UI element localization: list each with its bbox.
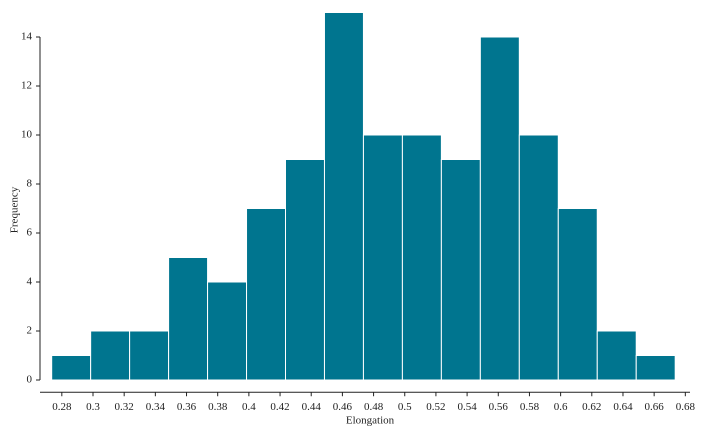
y-tick-label: 8 — [27, 178, 33, 190]
x-tick-label: 0.6 — [554, 401, 568, 413]
x-tick-label: 0.46 — [333, 401, 353, 413]
x-tick-label: 0.34 — [146, 401, 166, 413]
x-tick-label: 0.38 — [208, 401, 228, 413]
y-tick-label: 10 — [21, 129, 33, 141]
x-tick-label: 0.62 — [582, 401, 601, 413]
x-tick-label: 0.42 — [270, 401, 289, 413]
x-tick-label: 0.64 — [613, 401, 633, 413]
bar — [479, 36, 520, 381]
x-tick-label: 0.56 — [489, 401, 509, 413]
bar — [323, 12, 364, 381]
bar — [557, 208, 598, 381]
x-tick-label: 0.36 — [177, 401, 197, 413]
bar — [596, 330, 637, 381]
x-tick-label: 0.4 — [242, 401, 256, 413]
y-tick-label: 4 — [27, 276, 33, 288]
y-tick-label: 2 — [27, 325, 33, 337]
bar — [285, 159, 325, 381]
y-tick-label: 6 — [27, 227, 33, 239]
bar — [51, 355, 92, 381]
bar — [168, 257, 209, 381]
x-tick-label: 0.68 — [676, 401, 696, 413]
bar — [246, 208, 287, 381]
x-tick-label: 0.58 — [520, 401, 540, 413]
x-tick-label: 0.3 — [86, 401, 100, 413]
x-tick-label: 0.5 — [398, 401, 412, 413]
y-axis-label: Frequency — [9, 186, 21, 233]
bar — [362, 134, 403, 381]
y-tick-label: 14 — [21, 31, 33, 43]
bar — [207, 281, 248, 381]
bar — [635, 355, 676, 381]
x-tick-label: 0.44 — [302, 401, 322, 413]
bar — [518, 134, 559, 381]
x-tick-label: 0.48 — [364, 401, 384, 413]
x-tick-label: 0.32 — [115, 401, 134, 413]
x-tick-label: 0.52 — [426, 401, 445, 413]
bar — [440, 159, 481, 381]
x-tick-label: 0.28 — [52, 401, 72, 413]
x-tick-label: 0.66 — [645, 401, 665, 413]
x-axis-label: Elongation — [346, 415, 395, 427]
y-tick-label: 0 — [27, 374, 33, 386]
y-tick-label: 12 — [21, 80, 32, 92]
bar — [90, 330, 131, 381]
x-tick-label: 0.54 — [457, 401, 477, 413]
bar — [129, 330, 170, 381]
bar — [401, 134, 442, 381]
